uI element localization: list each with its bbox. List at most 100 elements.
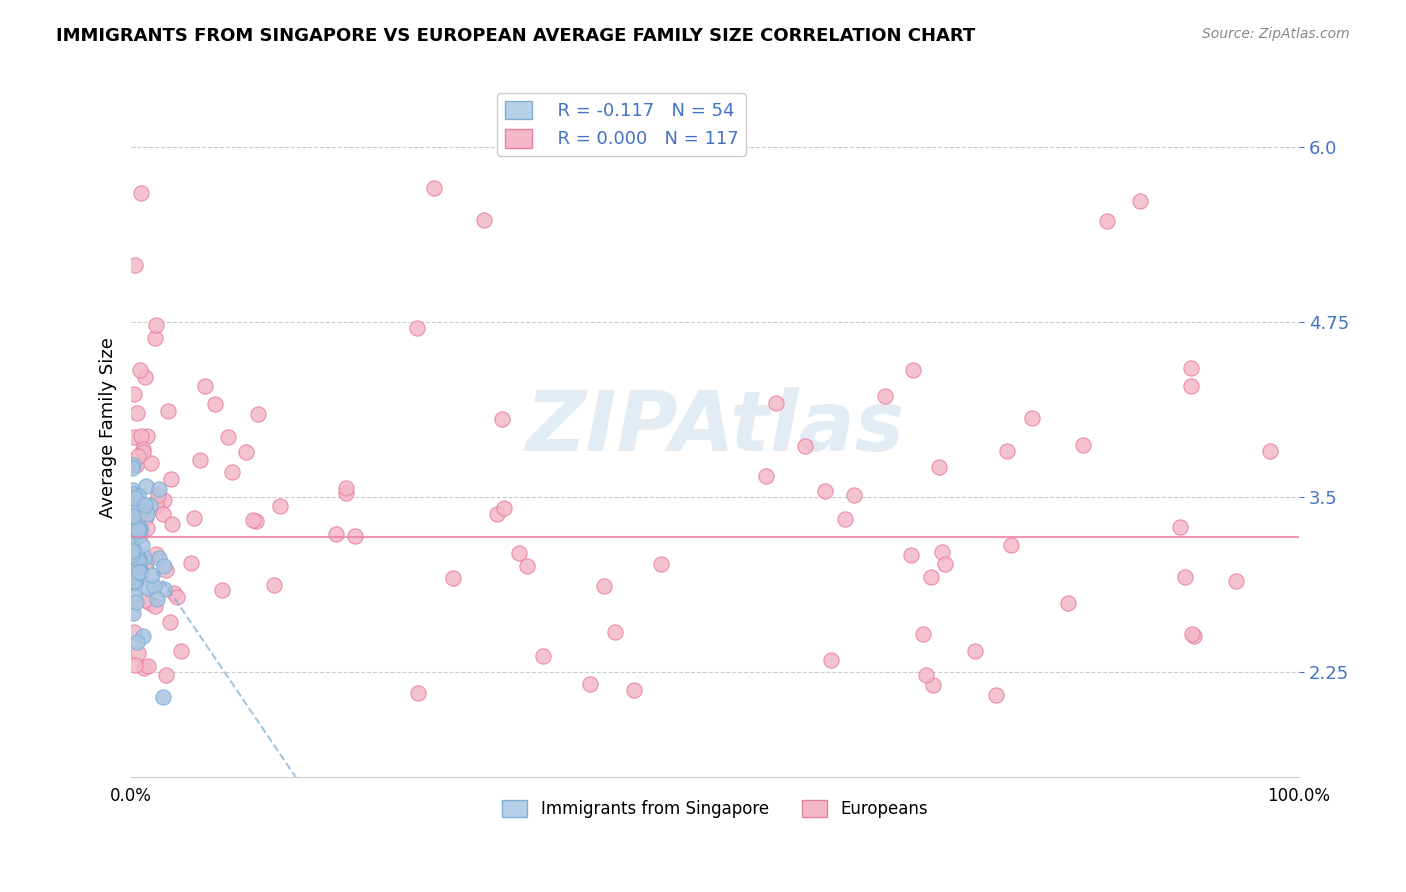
Legend: Immigrants from Singapore, Europeans: Immigrants from Singapore, Europeans: [495, 793, 935, 824]
Europeans: [122, 568, 145, 582]
Europeans: [143, 331, 166, 345]
Europeans: [122, 430, 145, 444]
Immigrants from Singapore: [127, 554, 149, 568]
Immigrants from Singapore: [121, 460, 143, 475]
Immigrants from Singapore: [121, 556, 143, 570]
Immigrants from Singapore: [131, 538, 153, 552]
Europeans: [531, 648, 554, 663]
Europeans: [145, 496, 167, 510]
Immigrants from Singapore: [141, 568, 163, 582]
Immigrants from Singapore: [127, 521, 149, 535]
Europeans: [146, 499, 169, 513]
Europeans: [1225, 574, 1247, 589]
Europeans: [1056, 596, 1078, 610]
Immigrants from Singapore: [128, 524, 150, 538]
Europeans: [844, 488, 866, 502]
Immigrants from Singapore: [124, 576, 146, 591]
Immigrants from Singapore: [128, 565, 150, 579]
Europeans: [494, 500, 516, 515]
Europeans: [1181, 627, 1204, 641]
Europeans: [335, 486, 357, 500]
Immigrants from Singapore: [148, 482, 170, 496]
Immigrants from Singapore: [135, 479, 157, 493]
Europeans: [246, 407, 269, 421]
Europeans: [793, 439, 815, 453]
Europeans: [934, 557, 956, 571]
Europeans: [406, 685, 429, 699]
Europeans: [242, 513, 264, 527]
Europeans: [122, 387, 145, 401]
Europeans: [131, 428, 153, 442]
Europeans: [135, 555, 157, 569]
Europeans: [623, 683, 645, 698]
Europeans: [965, 644, 987, 658]
Europeans: [156, 403, 179, 417]
Text: Source: ZipAtlas.com: Source: ZipAtlas.com: [1202, 27, 1350, 41]
Europeans: [245, 514, 267, 528]
Immigrants from Singapore: [127, 523, 149, 537]
Europeans: [754, 469, 776, 483]
Europeans: [1071, 438, 1094, 452]
Europeans: [180, 556, 202, 570]
Europeans: [194, 378, 217, 392]
Europeans: [125, 406, 148, 420]
Immigrants from Singapore: [127, 489, 149, 503]
Europeans: [155, 563, 177, 577]
Immigrants from Singapore: [136, 581, 159, 595]
Europeans: [263, 577, 285, 591]
Europeans: [650, 557, 672, 571]
Immigrants from Singapore: [146, 591, 169, 606]
Europeans: [129, 528, 152, 542]
Europeans: [136, 521, 159, 535]
Europeans: [129, 561, 152, 575]
Europeans: [335, 481, 357, 495]
Immigrants from Singapore: [128, 522, 150, 536]
Immigrants from Singapore: [122, 574, 145, 589]
Text: IMMIGRANTS FROM SINGAPORE VS EUROPEAN AVERAGE FAMILY SIZE CORRELATION CHART: IMMIGRANTS FROM SINGAPORE VS EUROPEAN AV…: [56, 27, 976, 45]
Europeans: [135, 510, 157, 524]
Europeans: [765, 396, 787, 410]
Immigrants from Singapore: [121, 544, 143, 558]
Europeans: [1000, 538, 1022, 552]
Europeans: [132, 661, 155, 675]
Europeans: [129, 517, 152, 532]
Immigrants from Singapore: [121, 535, 143, 549]
Europeans: [1021, 410, 1043, 425]
Europeans: [152, 508, 174, 522]
Europeans: [911, 626, 934, 640]
Europeans: [166, 590, 188, 604]
Immigrants from Singapore: [135, 507, 157, 521]
Europeans: [143, 599, 166, 613]
Europeans: [928, 460, 950, 475]
Europeans: [124, 658, 146, 673]
Europeans: [122, 624, 145, 639]
Immigrants from Singapore: [125, 498, 148, 512]
Immigrants from Singapore: [153, 558, 176, 573]
Europeans: [1129, 194, 1152, 208]
Immigrants from Singapore: [122, 504, 145, 518]
Immigrants from Singapore: [121, 569, 143, 583]
Europeans: [138, 658, 160, 673]
Immigrants from Singapore: [121, 606, 143, 620]
Immigrants from Singapore: [124, 491, 146, 505]
Europeans: [188, 453, 211, 467]
Immigrants from Singapore: [129, 523, 152, 537]
Immigrants from Singapore: [128, 555, 150, 569]
Immigrants from Singapore: [134, 498, 156, 512]
Immigrants from Singapore: [153, 582, 176, 597]
Europeans: [1180, 379, 1202, 393]
Europeans: [269, 499, 291, 513]
Europeans: [441, 571, 464, 585]
Europeans: [129, 363, 152, 377]
Europeans: [325, 527, 347, 541]
Europeans: [486, 508, 509, 522]
Europeans: [406, 321, 429, 335]
Europeans: [125, 571, 148, 585]
Europeans: [875, 388, 897, 402]
Immigrants from Singapore: [121, 517, 143, 532]
Europeans: [814, 484, 837, 499]
Europeans: [183, 511, 205, 525]
Europeans: [127, 646, 149, 660]
Europeans: [145, 318, 167, 332]
Europeans: [1174, 570, 1197, 584]
